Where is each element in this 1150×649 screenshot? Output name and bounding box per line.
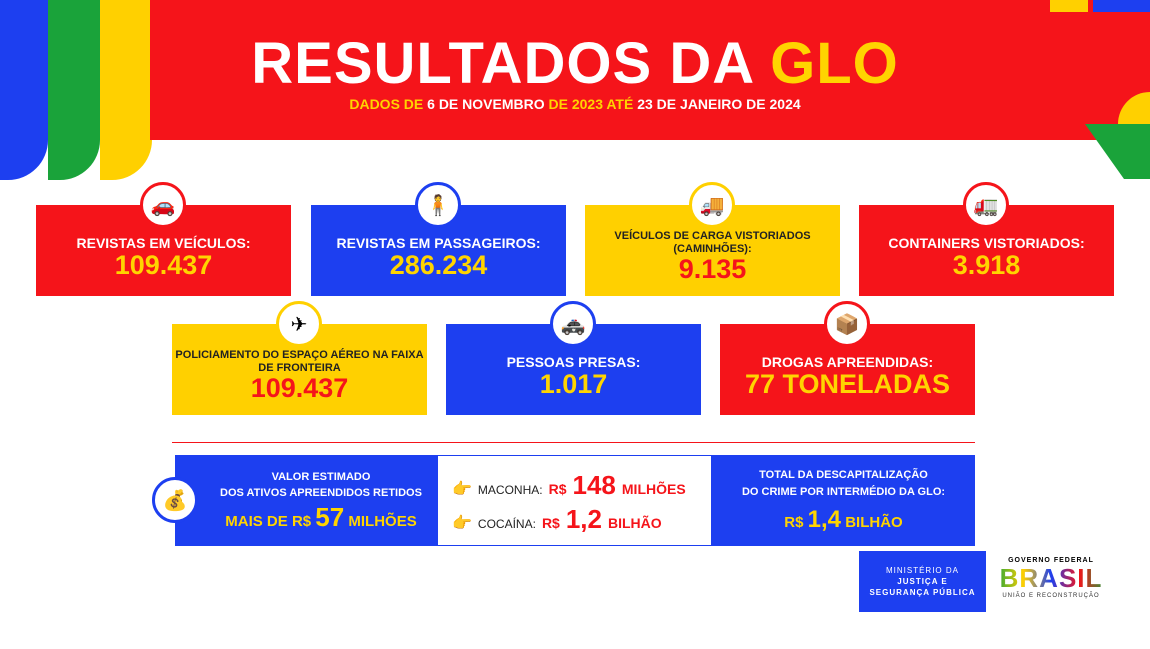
total-line1: TOTAL DA DESCAPITALIZAÇÃO (759, 469, 928, 481)
stat-value: 77 TONELADAS (744, 368, 951, 399)
stat-value: 1.017 (539, 368, 608, 399)
stat-value: 286.234 (389, 249, 488, 280)
airplane-icon: ✈ (276, 301, 322, 347)
ministry-logo: MINISTÉRIO DA JUSTIÇA E SEGURANÇA PÚBLICA (859, 551, 986, 612)
money-bag-icon: 💰 (152, 477, 198, 523)
decor-stripe-green (48, 0, 100, 180)
stat-card: REVISTAS EM VEÍCULOS: 109.437 (36, 205, 291, 296)
stat-label: DROGAS APREENDIDAS: (761, 353, 934, 370)
car-icon: 🚗 (140, 182, 186, 228)
container-truck-icon: 🚛 (963, 182, 1009, 228)
stat-label: VEÍCULOS DE CARGA VISTORIADOS (CAMINHÕES… (614, 230, 811, 255)
total-value: R$ 1,4 BILHÃO (784, 506, 903, 533)
drug-row-maconha: 👉 MACONHA: R$ 148 MILHÕES (452, 470, 686, 500)
assets-line1: VALOR ESTIMADO (271, 470, 371, 483)
stat-card: CONTAINERS VISTORIADOS: 3.918 (859, 205, 1114, 296)
passenger-icon: 🧍 (415, 182, 461, 228)
decor-corner-blue (1093, 0, 1150, 12)
divider-line (172, 442, 975, 443)
decor-stripe-blue (0, 0, 48, 180)
page-subtitle: DADOS DE 6 DE NOVEMBRO DE 2023 ATÉ 23 DE… (349, 96, 801, 112)
package-icon: 📦 (824, 301, 870, 347)
stat-label: REVISTAS EM PASSAGEIROS: (336, 234, 541, 251)
stat-value: 109.437 (250, 373, 349, 404)
stat-card: PESSOAS PRESAS: 1.017 (446, 324, 701, 415)
decor-green-shape (1085, 124, 1150, 179)
stat-label: PESSOAS PRESAS: (506, 353, 641, 370)
page-title: RESULTADOS DA GLO (251, 31, 899, 96)
stat-value: 9.135 (678, 254, 747, 285)
police-car-icon: 🚓 (550, 301, 596, 347)
drug-row-cocaina: 👉 COCAÍNA: R$ 1,2 BILHÃO (452, 504, 662, 534)
header-banner (150, 0, 1150, 140)
assets-value: MAIS DE R$ 57 MILHÕES (225, 501, 417, 532)
truck-icon: 🚚 (689, 182, 735, 228)
stat-card: VEÍCULOS DE CARGA VISTORIADOS (CAMINHÕES… (585, 205, 840, 296)
decor-corner-yellow (1050, 0, 1088, 12)
decor-stripe-yellow (100, 0, 152, 180)
stat-value: 3.918 (952, 249, 1021, 280)
stat-value: 109.437 (114, 249, 213, 280)
assets-line2: DOS ATIVOS APREENDIDOS RETIDOS (220, 487, 422, 499)
stat-label: REVISTAS EM VEÍCULOS: (76, 234, 251, 251)
total-line2: DO CRIME POR INTERMÉDIO DA GLO: (741, 485, 946, 498)
pointing-hand-icon: 👉 (452, 515, 472, 532)
government-logo: GOVERNO FEDERAL BRASIL UNIÃO E RECONSTRU… (995, 557, 1107, 599)
stat-label: POLICIAMENTO DO ESPAÇO AÉREO NA FAIXA DE… (175, 349, 424, 374)
total-panel: TOTAL DA DESCAPITALIZAÇÃO DO CRIME POR I… (712, 455, 975, 546)
stat-label: CONTAINERS VISTORIADOS: (888, 234, 1085, 251)
assets-panel: VALOR ESTIMADO DOS ATIVOS APREENDIDOS RE… (175, 455, 437, 546)
drugs-panel: 👉 MACONHA: R$ 148 MILHÕES 👉 COCAÍNA: R$ 1,2 BILH… (437, 455, 712, 546)
pointing-hand-icon: 👉 (452, 481, 472, 498)
